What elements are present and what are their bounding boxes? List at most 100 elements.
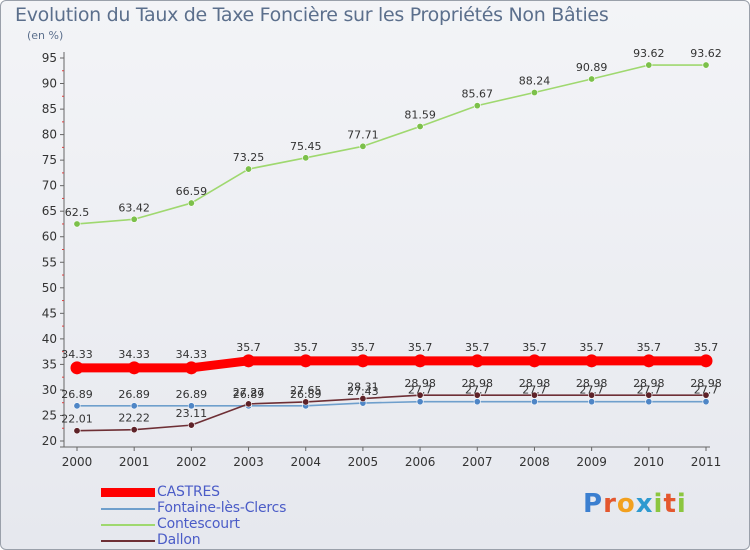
data-point-dallon [530, 391, 538, 399]
data-point-castres [127, 361, 141, 375]
data-label-dallon: 28.98 [633, 377, 665, 390]
x-tick-label: 2005 [348, 455, 379, 469]
data-point-castres [585, 354, 599, 368]
logo-letter: i [676, 489, 687, 519]
legend-item-castres: CASTRES [101, 484, 361, 501]
data-point-castres [184, 361, 198, 375]
series-lines [70, 61, 713, 435]
data-point-fontaine-les-clercs [187, 402, 195, 410]
series-line-dallon [76, 394, 706, 432]
x-tick-label: 2011 [691, 455, 722, 469]
logo-letter: P [583, 489, 604, 519]
data-point-castres [642, 354, 656, 368]
data-label-fontaine-les-clercs: 27.7 [694, 384, 719, 397]
data-label-dallon: 28.98 [576, 377, 608, 390]
data-point-dallon [473, 391, 481, 399]
data-label-contescourt: 77.71 [347, 128, 379, 141]
data-point-fontaine-les-clercs [530, 398, 538, 406]
data-label-dallon: 28.98 [519, 377, 551, 390]
data-point-castres [70, 361, 84, 375]
legend-item-dallon: Dallon [101, 532, 361, 549]
logo-letter: r [603, 489, 617, 519]
data-label-dallon: 27.65 [290, 384, 322, 397]
data-label-castres: 35.7 [694, 341, 719, 354]
data-point-contescourt [302, 154, 310, 162]
data-label-fontaine-les-clercs: 27.43 [347, 385, 379, 398]
y-tick-label: 25 [42, 408, 57, 422]
data-label-dallon: 28.98 [690, 377, 722, 390]
data-label-fontaine-les-clercs: 26.89 [233, 388, 265, 401]
data-label-contescourt: 93.62 [633, 47, 665, 60]
data-point-contescourt [588, 75, 596, 83]
logo-letter: i [653, 489, 664, 519]
data-point-fontaine-les-clercs [416, 398, 424, 406]
data-point-contescourt [416, 122, 424, 130]
data-label-fontaine-les-clercs: 27.7 [579, 384, 604, 397]
data-point-castres [413, 354, 427, 368]
data-point-dallon [702, 391, 710, 399]
data-point-dallon [302, 398, 310, 406]
data-label-dallon: 27.27 [233, 386, 265, 399]
legend-label-castres: CASTRES [157, 484, 220, 500]
data-point-dallon [588, 391, 596, 399]
y-tick-label: 50 [42, 281, 57, 295]
data-label-dallon: 28.98 [404, 377, 436, 390]
legend-label-contescourt: Contescourt [157, 516, 240, 532]
series-line-fontaine-les-clercs [77, 400, 706, 407]
x-tick-label: 2008 [519, 455, 550, 469]
x-tick-label: 2007 [462, 455, 493, 469]
data-label-castres: 35.7 [293, 341, 318, 354]
proxiti-logo: Proxiti [583, 489, 687, 519]
data-point-contescourt [245, 165, 253, 173]
y-tick-label: 45 [42, 306, 57, 320]
data-point-contescourt [187, 199, 195, 207]
axes: 20 25 30 35 40 45 50 55 60 65 70 75 80 85 90 95 2000 2001… [42, 51, 722, 469]
legend-item-fontaine: Fontaine-lès-Clercs [101, 500, 361, 517]
data-label-dallon: 28.98 [462, 377, 494, 390]
data-label-fontaine-les-clercs: 27.7 [408, 384, 433, 397]
data-point-dallon [645, 391, 653, 399]
y-tick-label: 30 [42, 383, 57, 397]
x-tick-label: 2000 [62, 455, 93, 469]
data-label-castres: 35.7 [408, 341, 433, 354]
data-label-contescourt: 90.89 [576, 61, 608, 74]
data-label-castres: 34.33 [61, 348, 93, 361]
y-tick-label: 35 [42, 357, 57, 371]
data-label-castres: 35.7 [579, 341, 604, 354]
data-point-castres [242, 354, 256, 368]
data-point-castres [470, 354, 484, 368]
data-point-castres [356, 354, 370, 368]
data-label-castres: 35.7 [236, 341, 261, 354]
data-point-contescourt [130, 215, 138, 223]
legend-item-contescourt: Contescourt [101, 516, 361, 533]
x-tick-label: 2002 [176, 455, 207, 469]
data-label-fontaine-les-clercs: 26.89 [118, 388, 150, 401]
series-line-castres [77, 356, 706, 373]
data-label-fontaine-les-clercs: 26.89 [61, 388, 93, 401]
data-label-contescourt: 75.45 [290, 140, 322, 153]
data-point-contescourt [530, 89, 538, 97]
x-tick-label: 2006 [405, 455, 436, 469]
data-label-contescourt: 73.25 [233, 151, 265, 164]
data-label-dallon: 28.31 [347, 381, 379, 394]
data-point-fontaine-les-clercs [702, 398, 710, 406]
y-tick-label: 90 [42, 77, 57, 91]
series-line-contescourt [76, 64, 706, 225]
legend-label-fontaine: Fontaine-lès-Clercs [157, 500, 287, 516]
data-label-dallon: 22.01 [61, 413, 93, 426]
data-label-contescourt: 66.59 [176, 185, 208, 198]
data-point-fontaine-les-clercs [588, 398, 596, 406]
data-labels: 62.5 63.42 66.59 73.25 75.45 77.71 81.59 85.67 8… [61, 47, 722, 426]
logo-letter: o [616, 489, 636, 519]
data-label-castres: 35.7 [637, 341, 662, 354]
data-label-contescourt: 63.42 [118, 201, 150, 214]
data-point-castres [527, 354, 541, 368]
y-tick-label: 20 [42, 434, 57, 448]
data-label-contescourt: 88.24 [519, 75, 551, 88]
data-label-castres: 34.33 [118, 348, 150, 361]
data-label-fontaine-les-clercs: 26.89 [176, 388, 208, 401]
legend-swatch-fontaine [101, 508, 155, 510]
x-tick-label: 2010 [634, 455, 665, 469]
